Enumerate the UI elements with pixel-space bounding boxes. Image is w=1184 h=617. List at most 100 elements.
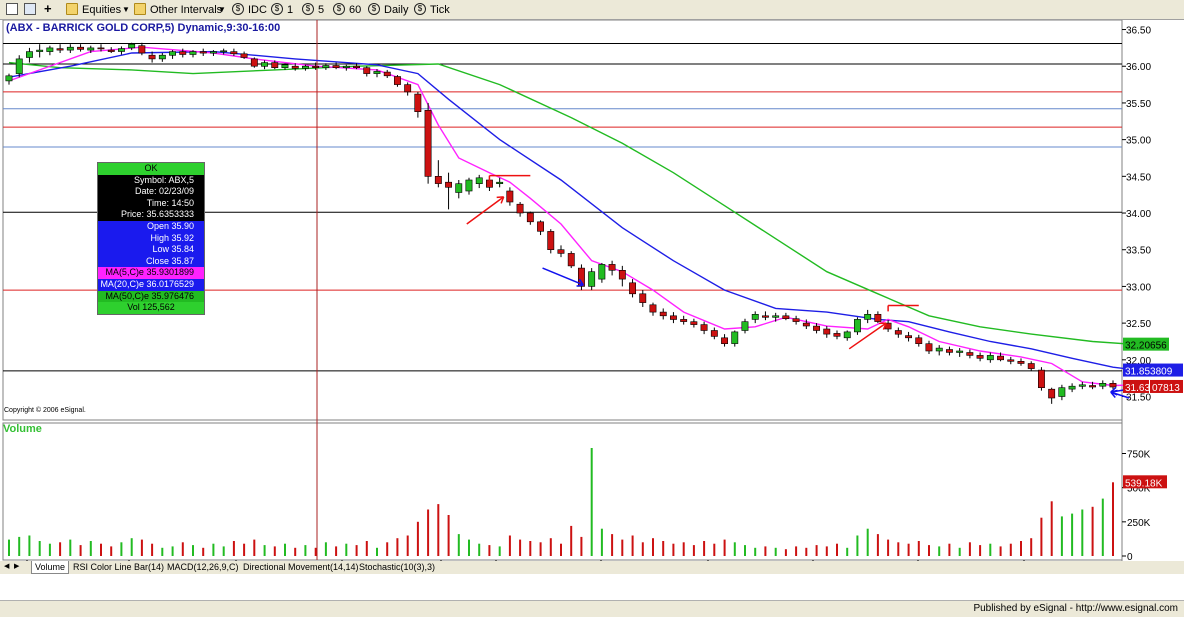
volume-bar (223, 546, 225, 556)
tab-macd[interactable]: MACD(12,26,9,C) (167, 561, 239, 573)
price-tick-label: 35.00 (1126, 136, 1151, 147)
volume-bar (877, 534, 879, 556)
dollar-icon[interactable]: $ (302, 3, 314, 15)
candle (118, 49, 124, 52)
interval-5[interactable]: 5 (318, 3, 324, 17)
candle (394, 77, 400, 85)
candle (210, 52, 216, 54)
folder-icon (66, 3, 78, 15)
candle (302, 66, 308, 68)
ma20-value-tag: 31.853809 (1125, 367, 1173, 378)
volume-bar (437, 504, 439, 556)
volume-tick-label: 250K (1127, 518, 1151, 529)
volume-bar (744, 545, 746, 556)
scroll-right-icon[interactable]: ▶ (14, 561, 19, 573)
volume-bar (131, 538, 133, 556)
volume-bar (918, 541, 920, 556)
chevron-down-icon[interactable]: ▼ (122, 3, 130, 17)
candle (190, 52, 196, 55)
tab-volume[interactable]: Volume (31, 561, 69, 574)
volume-bar (1030, 538, 1032, 556)
candle (261, 63, 267, 67)
volume-bar (141, 540, 143, 556)
data-window-low: Low 35.84 (98, 244, 204, 256)
candle (486, 180, 492, 187)
chevron-down-icon[interactable]: ▼ (218, 3, 226, 17)
candle (793, 319, 799, 322)
source-label[interactable]: IDC (248, 3, 267, 17)
tab-rsi[interactable]: RSI Color Line Bar(14) (73, 561, 164, 573)
symbol-menu[interactable]: Equities (82, 3, 121, 17)
volume-bar (499, 546, 501, 556)
volume-bar (826, 546, 828, 556)
volume-bar (100, 544, 102, 556)
candle (721, 338, 727, 344)
candle (364, 68, 370, 74)
dollar-icon[interactable]: $ (333, 3, 345, 15)
candle (57, 49, 63, 51)
indicator-tabs: ◀ ▶ Volume RSI Color Line Bar(14) MACD(1… (0, 561, 1184, 574)
candle (1059, 388, 1065, 397)
candle (865, 314, 871, 319)
candle (26, 52, 32, 58)
interval-daily[interactable]: Daily (384, 3, 408, 17)
volume-bar (1071, 514, 1073, 556)
candle (37, 50, 43, 52)
candle (1049, 389, 1055, 398)
candle (1028, 364, 1034, 369)
candle (384, 72, 390, 76)
add-icon[interactable]: + (44, 2, 52, 16)
candle (16, 59, 22, 74)
candle (691, 322, 697, 325)
volume-bar (1081, 510, 1083, 557)
volume-bar (427, 510, 429, 557)
data-window-header[interactable]: OK (98, 163, 204, 175)
dollar-icon[interactable]: $ (232, 3, 244, 15)
volume-bar (1020, 541, 1022, 556)
published-by: Published by eSignal - http://www.esigna… (973, 603, 1178, 614)
candle (180, 52, 186, 55)
volume-bar (846, 548, 848, 556)
volume-bar (580, 537, 582, 556)
candle (997, 356, 1003, 360)
volume-bar (856, 536, 858, 557)
tab-directional-movement[interactable]: Directional Movement(14,14) (243, 561, 359, 573)
volume-bar (18, 537, 20, 556)
volume-bar (345, 544, 347, 556)
dollar-icon[interactable]: $ (368, 3, 380, 15)
volume-bar (621, 540, 623, 556)
interval-1[interactable]: 1 (287, 3, 293, 17)
candle (537, 222, 543, 232)
volume-bar (182, 542, 184, 556)
candle (374, 71, 380, 73)
dollar-icon[interactable]: $ (414, 3, 426, 15)
interval-tick[interactable]: Tick (430, 3, 450, 17)
scroll-left-icon[interactable]: ◀ (4, 561, 9, 573)
volume-bar (632, 536, 634, 557)
price-tick-label: 33.50 (1126, 246, 1151, 257)
tab-stochastic[interactable]: Stochastic(10(3),3) (359, 561, 435, 573)
candle (251, 59, 257, 66)
candle (456, 184, 462, 193)
volume-pane (3, 423, 1122, 560)
candle (1069, 386, 1075, 389)
volume-bar (938, 546, 940, 556)
interval-60[interactable]: 60 (349, 3, 361, 17)
interval-menu[interactable]: Other Intervals (150, 3, 222, 17)
dollar-icon[interactable]: $ (271, 3, 283, 15)
volume-bar (366, 541, 368, 556)
volume-bar (335, 546, 337, 556)
grid-icon[interactable] (24, 3, 36, 15)
volume-bar (172, 546, 174, 556)
candle (589, 272, 595, 287)
checkbox-icon[interactable] (6, 3, 18, 15)
volume-bar (120, 542, 122, 556)
volume-bar (315, 548, 317, 556)
candle (405, 85, 411, 92)
data-window-ma5: MA(5,C)e 35.9301899 (98, 267, 204, 279)
volume-bar (601, 529, 603, 556)
candle (77, 47, 83, 49)
volume-bar (110, 546, 112, 556)
candle (517, 204, 523, 213)
volume-bar (652, 538, 654, 556)
